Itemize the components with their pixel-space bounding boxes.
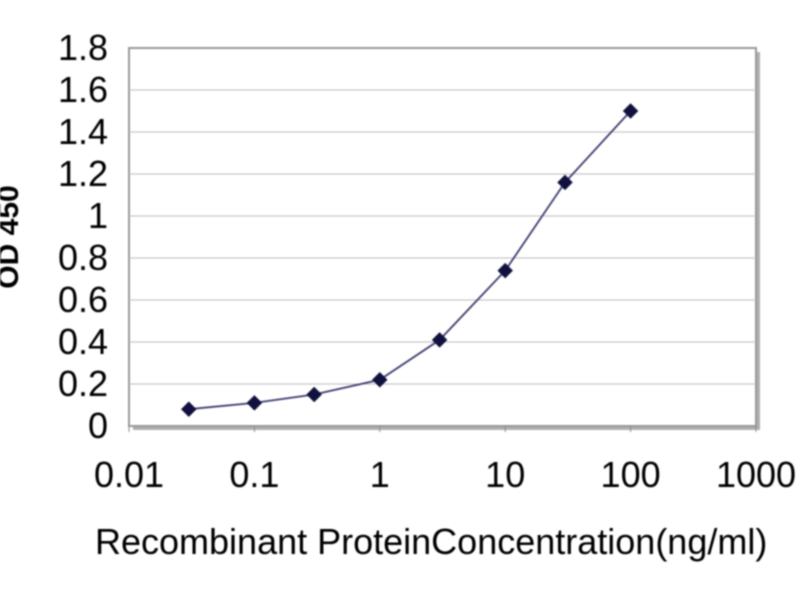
svg-text:0.1: 0.1 — [229, 454, 279, 495]
svg-text:0.01: 0.01 — [94, 454, 164, 495]
svg-text:1: 1 — [370, 454, 390, 495]
svg-text:0: 0 — [88, 405, 108, 446]
svg-text:OD 450: OD 450 — [0, 185, 25, 288]
svg-text:Recombinant ProteinConcentrati: Recombinant ProteinConcentration(ng/ml) — [95, 521, 767, 562]
svg-text:1000: 1000 — [716, 454, 796, 495]
svg-text:1.4: 1.4 — [58, 111, 108, 152]
svg-text:1: 1 — [88, 195, 108, 236]
svg-text:10: 10 — [485, 454, 525, 495]
svg-text:1.8: 1.8 — [58, 27, 108, 68]
svg-text:0.6: 0.6 — [58, 279, 108, 320]
svg-text:1.2: 1.2 — [58, 153, 108, 194]
svg-text:0.4: 0.4 — [58, 321, 108, 362]
svg-text:100: 100 — [601, 454, 661, 495]
svg-text:0.8: 0.8 — [58, 237, 108, 278]
svg-text:0.2: 0.2 — [58, 363, 108, 404]
svg-text:1.6: 1.6 — [58, 69, 108, 110]
